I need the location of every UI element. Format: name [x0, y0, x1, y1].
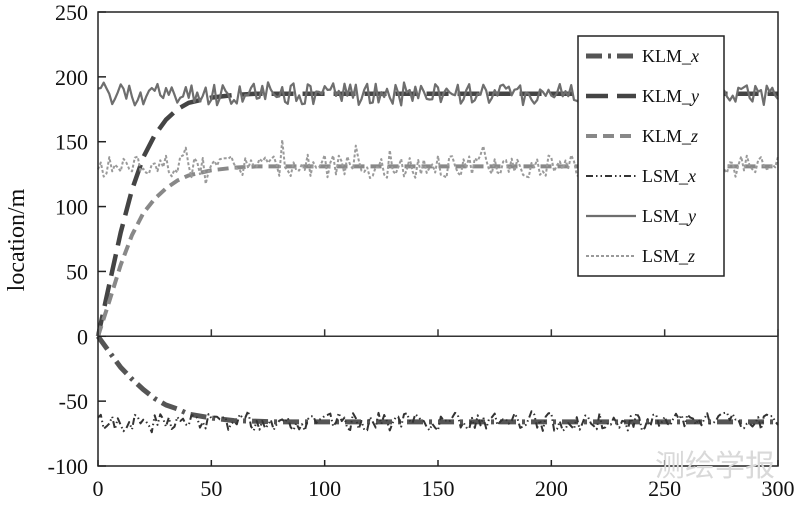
legend-label: LSM_x — [642, 166, 696, 186]
series-line-klm-x — [95, 334, 778, 425]
series-line-klm-z — [96, 164, 778, 337]
x-tick-label: 300 — [762, 476, 795, 501]
x-tick-label: 0 — [93, 476, 104, 501]
x-tick-label: 100 — [308, 476, 341, 501]
watermark: 测绘学报 — [655, 449, 775, 484]
legend: KLM_x KLM_y KLM_z LSM_x LSM_y LSM_z — [577, 35, 725, 277]
y-tick-label: 200 — [55, 65, 88, 90]
y-tick-label: 250 — [55, 0, 88, 25]
y-tick-label: 150 — [55, 130, 88, 155]
x-tick-label: 200 — [535, 476, 568, 501]
y-tick-label: 0 — [77, 324, 88, 349]
legend-label: KLM_y — [642, 86, 699, 106]
y-tick-label: -100 — [48, 454, 88, 479]
x-tick-label: 50 — [200, 476, 222, 501]
legend-box — [577, 35, 725, 277]
x-tick-label: 150 — [422, 476, 455, 501]
legend-label: LSM_z — [642, 246, 695, 266]
x-tick-label: 250 — [648, 476, 681, 501]
legend-label: KLM_z — [642, 126, 698, 146]
legend-label: LSM_y — [642, 206, 696, 226]
y-tick-label: 50 — [66, 259, 88, 284]
y-tick-label: -50 — [59, 389, 88, 414]
y-tick-label: 100 — [55, 195, 88, 220]
legend-label: KLM_x — [642, 46, 699, 66]
y-axis-label: location/m — [4, 188, 30, 291]
